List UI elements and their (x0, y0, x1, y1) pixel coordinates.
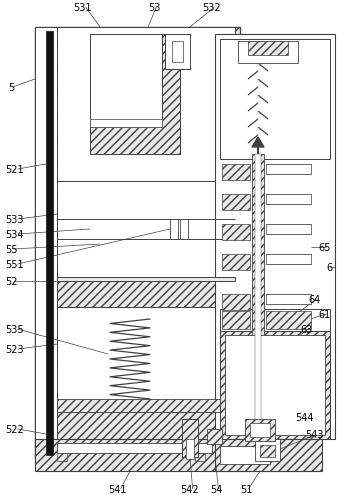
Bar (220, 446, 270, 464)
Bar (220, 331, 330, 439)
Bar (57, 453, 67, 461)
Bar (266, 295, 311, 305)
Text: 533: 533 (5, 214, 24, 224)
Text: 6: 6 (326, 263, 332, 273)
Bar (90, 35, 180, 155)
Bar (35, 439, 302, 471)
Bar (57, 280, 235, 308)
Text: 541: 541 (108, 484, 126, 494)
Bar (255, 155, 261, 439)
Bar (238, 42, 298, 64)
Bar (35, 28, 240, 459)
Bar (46, 32, 53, 455)
Bar (222, 255, 250, 271)
Text: 544: 544 (295, 412, 314, 422)
Bar (225, 335, 325, 435)
Bar (186, 439, 194, 459)
Bar (260, 445, 275, 457)
Text: 535: 535 (5, 324, 24, 334)
Bar (182, 419, 198, 457)
Bar (195, 453, 205, 461)
Bar (57, 308, 235, 412)
Text: 5: 5 (8, 83, 14, 93)
Bar (252, 155, 264, 439)
Bar (90, 35, 162, 123)
Bar (266, 312, 311, 329)
Bar (207, 429, 222, 444)
Text: 52: 52 (5, 277, 18, 287)
Bar (57, 443, 212, 453)
Text: 523: 523 (5, 344, 24, 354)
Text: 532: 532 (202, 3, 221, 13)
Text: 522: 522 (5, 424, 24, 434)
Text: 63: 63 (300, 324, 312, 334)
Bar (220, 310, 330, 331)
Bar (248, 42, 288, 56)
Bar (57, 278, 235, 282)
Bar (222, 194, 250, 210)
Bar (57, 399, 235, 412)
Text: 521: 521 (5, 165, 24, 175)
Bar (222, 312, 250, 329)
Bar (222, 224, 250, 240)
Bar (57, 182, 235, 282)
Text: 53: 53 (148, 3, 161, 13)
Bar (215, 439, 322, 471)
Text: 542: 542 (180, 484, 199, 494)
Bar (220, 40, 330, 160)
Bar (222, 295, 250, 311)
Bar (57, 28, 235, 183)
Bar (35, 28, 57, 459)
Bar (266, 224, 311, 234)
Text: 65: 65 (318, 242, 331, 253)
Text: 551: 551 (5, 260, 24, 270)
Text: 54: 54 (210, 484, 222, 494)
Text: 534: 534 (5, 229, 24, 239)
Text: 51: 51 (240, 484, 252, 494)
Bar (172, 42, 183, 63)
Bar (245, 419, 275, 441)
Bar (170, 219, 178, 239)
Bar (180, 219, 188, 239)
Text: 64: 64 (308, 295, 320, 305)
Bar (90, 120, 162, 128)
Text: 531: 531 (73, 3, 92, 13)
Bar (266, 165, 311, 175)
Text: 61: 61 (318, 310, 330, 319)
Polygon shape (252, 138, 264, 148)
Bar (266, 255, 311, 265)
Text: 55: 55 (5, 244, 18, 255)
Bar (255, 439, 280, 461)
Bar (222, 165, 250, 181)
Bar (165, 35, 190, 70)
Bar (215, 35, 335, 439)
Bar (266, 194, 311, 204)
Text: 543: 543 (305, 429, 323, 439)
Bar (250, 423, 270, 437)
